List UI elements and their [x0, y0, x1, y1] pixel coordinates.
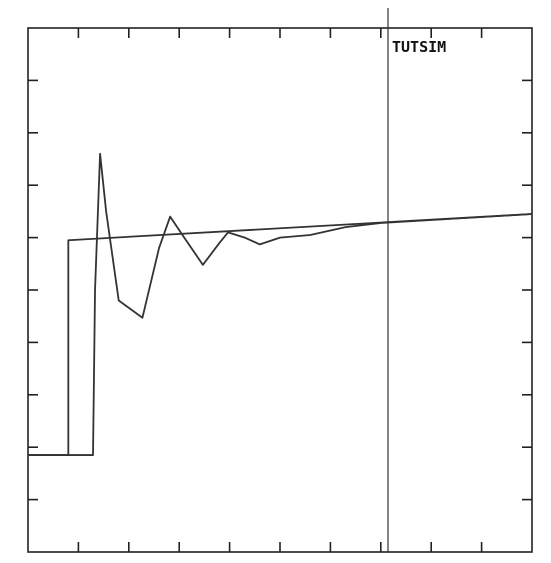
chart-title: TUTSIM: [392, 38, 446, 56]
series-line: [28, 213, 533, 456]
plot-frame: [27, 27, 533, 553]
series-line: [28, 152, 533, 456]
